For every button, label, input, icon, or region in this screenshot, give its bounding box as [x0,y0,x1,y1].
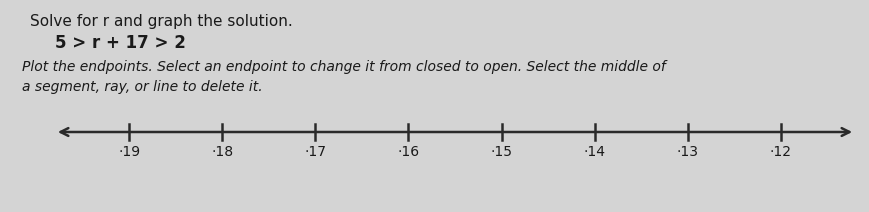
Text: ·14: ·14 [583,145,605,159]
Text: ·15: ·15 [490,145,512,159]
Text: ·18: ·18 [211,145,233,159]
Text: Plot the endpoints. Select an endpoint to change it from closed to open. Select : Plot the endpoints. Select an endpoint t… [22,60,665,93]
Text: ·19: ·19 [118,145,140,159]
Text: Solve for r and graph the solution.: Solve for r and graph the solution. [30,14,292,29]
Text: ·13: ·13 [676,145,698,159]
Text: ·12: ·12 [769,145,791,159]
Text: 5 > r + 17 > 2: 5 > r + 17 > 2 [55,34,186,52]
Text: ·17: ·17 [304,145,326,159]
Text: ·16: ·16 [397,145,419,159]
